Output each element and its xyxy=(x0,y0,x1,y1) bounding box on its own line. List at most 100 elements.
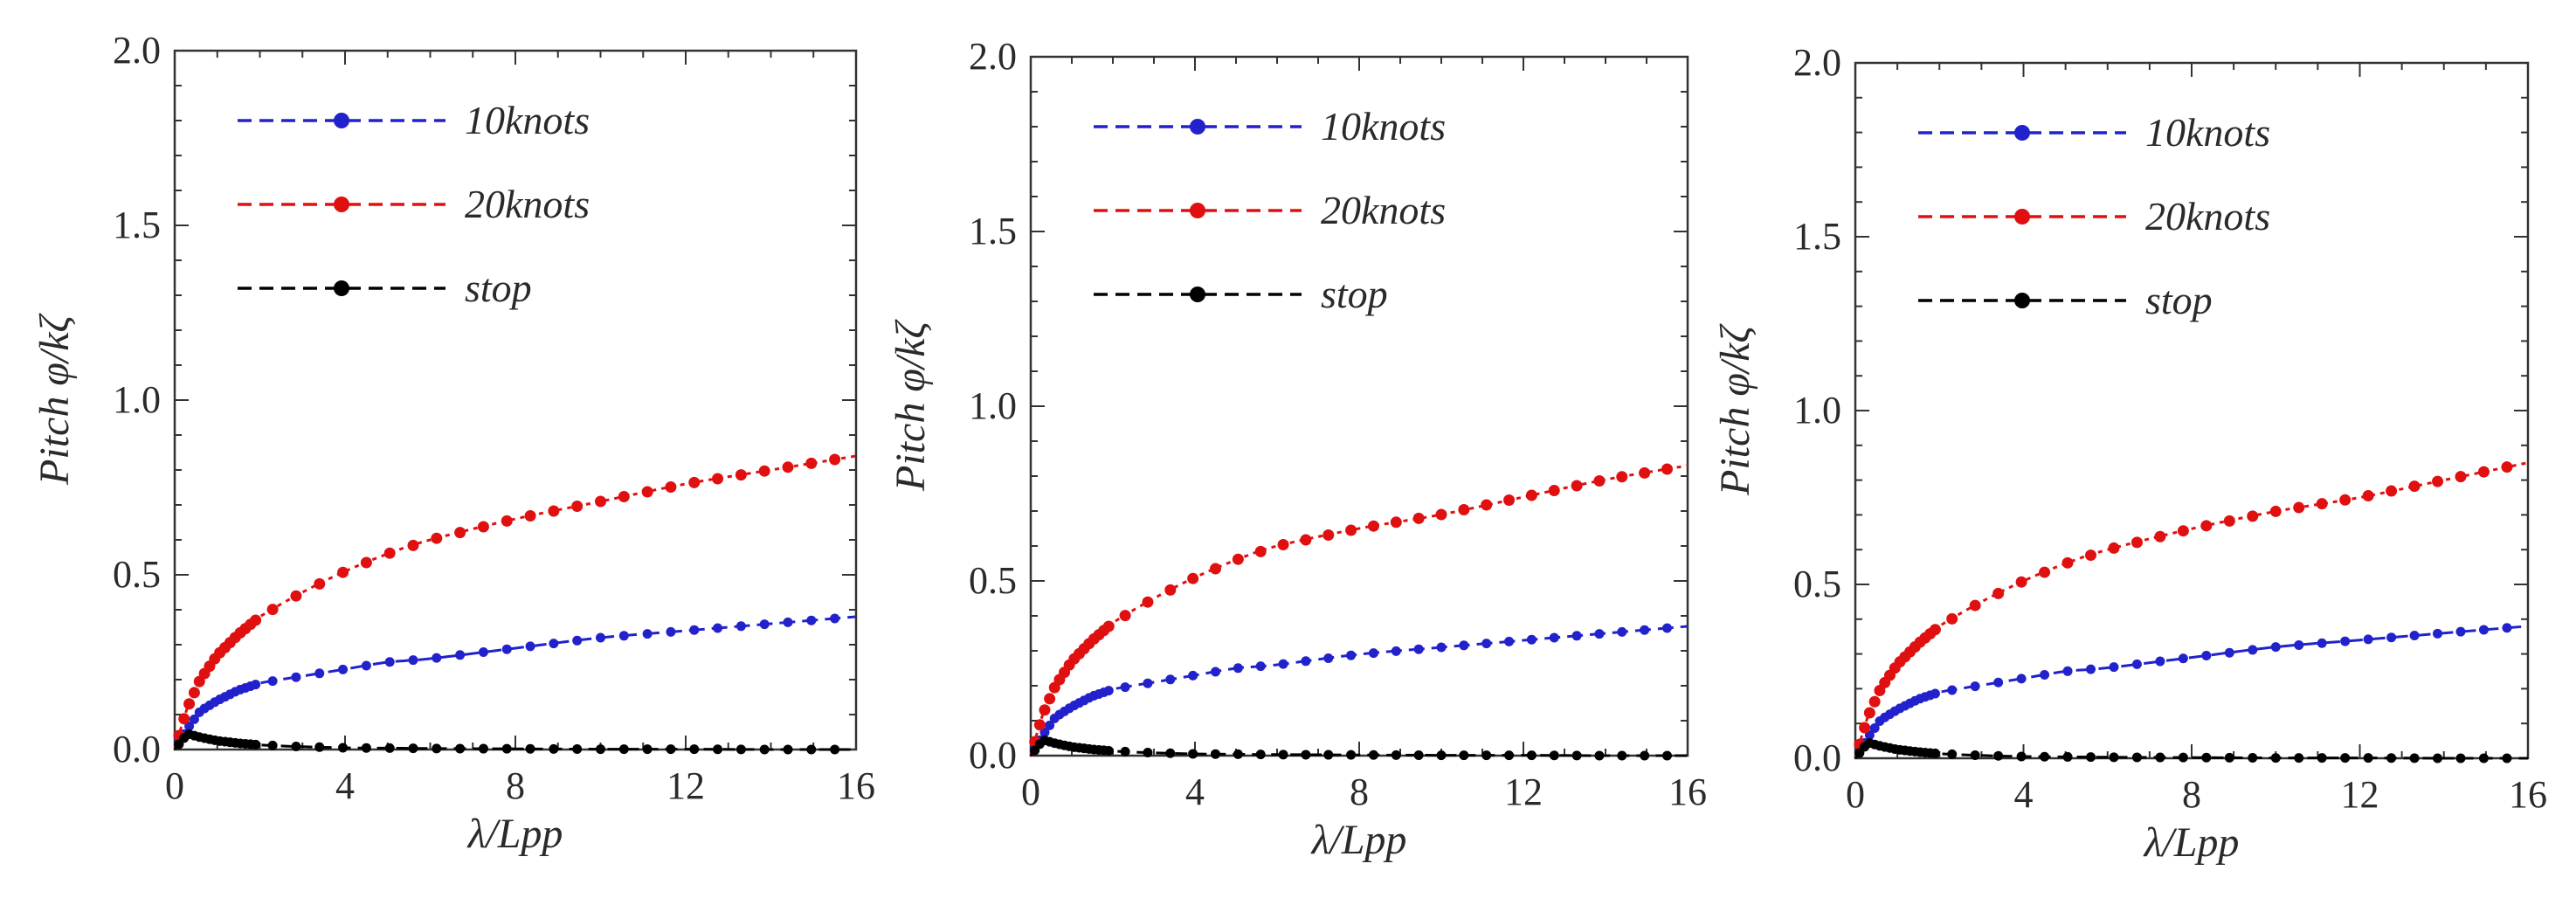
data-point-stop xyxy=(1436,750,1447,761)
data-point-10knots xyxy=(736,621,746,632)
data-point-20knots xyxy=(2455,471,2467,483)
data-point-20knots xyxy=(1187,572,1199,584)
data-point-10knots xyxy=(2270,642,2281,653)
data-point-20knots xyxy=(2293,501,2305,514)
data-point-stop xyxy=(572,743,583,754)
data-point-20knots xyxy=(2154,530,2166,542)
data-point-20knots xyxy=(360,556,372,569)
data-point-20knots xyxy=(1119,610,1131,622)
data-point-stop xyxy=(1278,750,1288,760)
data-point-20knots xyxy=(805,457,818,469)
data-point-stop xyxy=(1165,748,1176,758)
data-point-10knots xyxy=(478,647,488,657)
data-point-20knots xyxy=(2432,475,2444,487)
data-point-20knots xyxy=(1102,620,1115,632)
data-point-stop xyxy=(2178,752,2188,763)
data-point-20knots xyxy=(1390,516,1402,529)
data-point-stop xyxy=(291,742,301,751)
data-point-stop xyxy=(1255,750,1266,760)
data-point-20knots xyxy=(1548,485,1560,496)
data-point-stop xyxy=(1346,750,1357,760)
data-point-20knots xyxy=(1639,466,1651,479)
data-point-stop xyxy=(2270,753,2281,763)
data-point-stop xyxy=(2062,751,2073,762)
data-point-10knots xyxy=(1346,650,1357,660)
data-point-stop xyxy=(361,743,371,753)
y-tick-label: 0.5 xyxy=(1793,563,1841,605)
data-point-stop xyxy=(1526,750,1537,761)
plot-frame xyxy=(173,49,858,751)
data-point-10knots xyxy=(2502,623,2512,633)
series-20knots xyxy=(1854,461,2529,759)
data-point-20knots xyxy=(1044,693,1056,705)
data-point-20knots xyxy=(712,473,724,485)
x-tick-label: 16 xyxy=(1668,770,1707,813)
y-axis-label: Pitch φ/kζ xyxy=(1712,322,1758,495)
data-point-stop xyxy=(1993,750,2004,761)
data-point-stop xyxy=(1301,750,1311,760)
chart-panel-right: 0.0 0.5 1.0 1.5 2.0 0 4 8 12 16 λ/Lpp Pitch φ/kζ 10k… xyxy=(1712,41,2547,866)
x-axis-label: λ/Lpp xyxy=(466,811,563,857)
data-point-stop xyxy=(1481,750,1492,761)
data-point-10knots xyxy=(642,629,653,639)
data-point-20knots xyxy=(183,698,196,710)
data-point-10knots xyxy=(1211,667,1220,677)
data-point-stop xyxy=(2433,753,2443,763)
data-point-20knots xyxy=(1435,508,1447,521)
data-point-stop xyxy=(2502,753,2512,763)
legend-label: 10knots xyxy=(465,98,590,142)
x-tick-label: 16 xyxy=(837,764,875,807)
series-stop xyxy=(1854,738,2529,763)
data-point-10knots xyxy=(549,639,559,649)
data-point-10knots xyxy=(1368,648,1378,659)
y-tick-label: 1.5 xyxy=(969,210,1017,252)
data-point-20knots xyxy=(337,566,349,578)
data-point-10knots xyxy=(1233,663,1243,674)
data-point-10knots xyxy=(1993,677,2004,687)
data-point-20knots xyxy=(1863,707,1875,719)
data-point-10knots xyxy=(1549,632,1559,643)
data-point-10knots xyxy=(2248,645,2258,655)
data-point-20knots xyxy=(2223,515,2235,527)
data-point-20knots xyxy=(1661,463,1673,475)
series-line-20knots xyxy=(173,454,857,750)
data-point-10knots xyxy=(1930,688,1940,699)
data-point-20knots xyxy=(383,547,396,559)
data-point-20knots xyxy=(641,486,653,498)
data-point-10knots xyxy=(1103,686,1114,696)
data-point-10knots xyxy=(1413,644,1424,654)
data-point-stop xyxy=(1233,749,1243,759)
data-point-stop xyxy=(759,744,770,755)
data-point-10knots xyxy=(2109,662,2119,673)
y-tick-label: 0.0 xyxy=(113,728,161,770)
data-point-10knots xyxy=(1640,625,1650,635)
data-point-20knots xyxy=(571,501,584,512)
data-point-10knots xyxy=(1165,674,1176,685)
data-point-20knots xyxy=(2362,490,2374,502)
series-line-10knots xyxy=(1029,625,1689,757)
data-point-10knots xyxy=(314,668,325,679)
data-point-20knots xyxy=(1969,599,1981,611)
y-tick-label: 0.0 xyxy=(1793,736,1841,779)
data-point-10knots xyxy=(2340,636,2351,646)
data-point-10knots xyxy=(2131,659,2142,669)
data-point-stop xyxy=(2224,752,2234,763)
data-point-10knots xyxy=(2294,639,2304,650)
data-point-stop xyxy=(1549,750,1559,761)
legend-label: 10knots xyxy=(2145,110,2270,155)
data-point-20knots xyxy=(595,495,606,508)
data-point-stop xyxy=(642,744,653,755)
data-point-20knots xyxy=(2339,494,2352,506)
legend-label: stop xyxy=(465,266,532,310)
data-point-20knots xyxy=(1039,704,1051,716)
data-point-20knots xyxy=(2085,549,2096,562)
data-point-stop xyxy=(2363,753,2373,763)
data-point-stop xyxy=(1103,745,1114,756)
data-point-stop xyxy=(314,742,325,752)
data-point-10knots xyxy=(783,617,793,627)
data-point-10knots xyxy=(1143,678,1153,688)
data-point-20knots xyxy=(2015,576,2027,588)
data-point-10knots xyxy=(525,641,535,652)
data-point-10knots xyxy=(713,623,723,633)
data-point-10knots xyxy=(1278,659,1288,669)
